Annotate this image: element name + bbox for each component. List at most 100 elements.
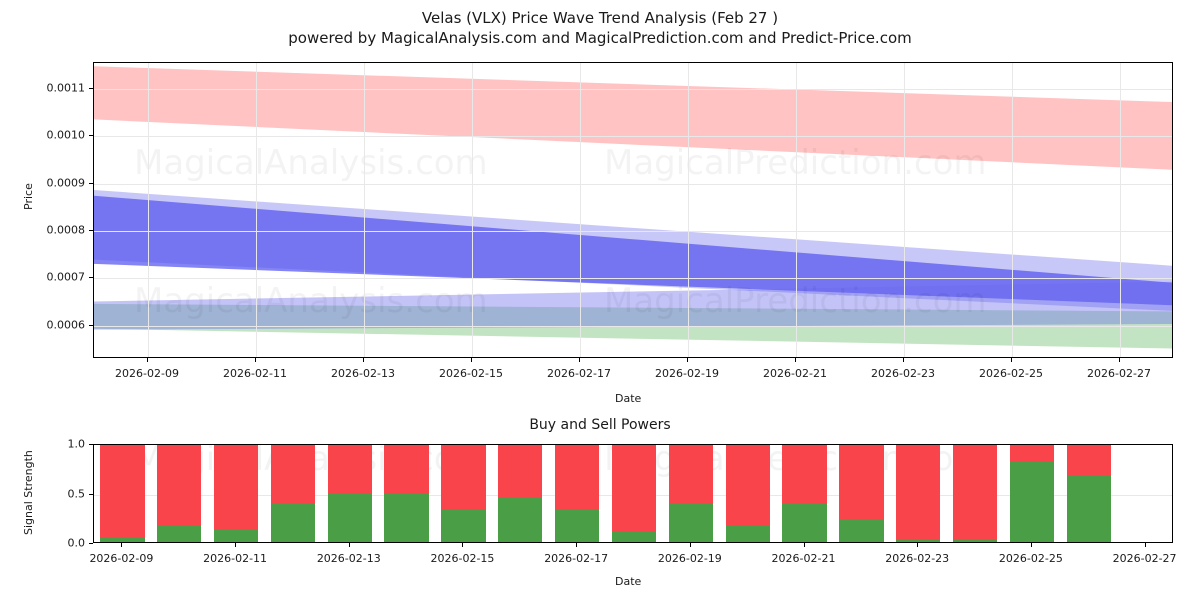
power-y-axis-label: Signal Strength [22, 450, 35, 535]
price-x-tick-label: 2026-02-23 [871, 367, 935, 380]
power-y-tick-label: 0.5 [67, 487, 86, 500]
buy-power-segment [1066, 475, 1111, 542]
price-gridline-v [256, 63, 257, 357]
price-band-resistance-band-red [94, 66, 1172, 170]
price-y-tick-mark [89, 277, 93, 279]
power-bar[interactable] [611, 445, 657, 542]
price-y-tick-label: 0.0011 [46, 81, 86, 95]
power-chart-plot-area: MagicalAnalysis.com MagicalPrediction.co… [93, 444, 1173, 543]
price-x-tick-mark [687, 358, 688, 362]
price-x-tick-label: 2026-02-17 [547, 367, 611, 380]
power-bar[interactable] [270, 445, 316, 542]
price-x-axis-label: Date [615, 392, 642, 405]
buy-power-segment [896, 540, 941, 542]
price-gridline-h [94, 231, 1172, 233]
power-x-tick-mark [576, 543, 578, 547]
price-x-tick-mark [255, 358, 256, 362]
buy-power-segment [782, 503, 827, 542]
power-y-tick-mark [89, 543, 93, 544]
price-x-tick-mark [579, 358, 580, 362]
price-gridline-v [1012, 63, 1013, 357]
power-bar[interactable] [668, 445, 713, 542]
price-x-tick-label: 2026-02-15 [439, 367, 503, 380]
power-bar[interactable] [554, 445, 600, 542]
price-y-tick-label: 0.0006 [46, 318, 86, 332]
buy-power-segment [952, 540, 998, 542]
power-bar[interactable] [384, 445, 429, 542]
price-y-tick-label: 0.0007 [46, 270, 86, 284]
power-x-tick-mark [348, 543, 350, 547]
price-x-tick-label: 2026-02-09 [115, 367, 179, 380]
buy-power-segment [100, 537, 145, 542]
power-bar[interactable] [782, 445, 827, 542]
sell-power-segment [157, 445, 202, 526]
power-x-tick-label: 2026-02-21 [771, 552, 836, 565]
price-gridline-v [796, 63, 797, 357]
sell-power-segment [498, 445, 543, 499]
sell-power-segment [384, 445, 429, 493]
power-x-tick-label: 2026-02-27 [1112, 552, 1177, 565]
buy-power-segment [611, 532, 657, 542]
price-gridline-v [688, 63, 689, 357]
price-gridline-h [94, 183, 1172, 185]
sell-power-segment [611, 445, 657, 533]
page-subtitle: powered by MagicalAnalysis.com and Magic… [288, 29, 912, 47]
power-x-axis-label: Date [615, 575, 642, 588]
price-x-tick-label: 2026-02-25 [979, 367, 1043, 380]
price-y-tick-label: 0.0008 [46, 223, 86, 237]
price-x-tick-label: 2026-02-21 [763, 367, 827, 380]
power-bar[interactable] [157, 445, 202, 542]
buy-power-segment [839, 520, 884, 542]
price-y-tick-label: 0.0010 [46, 128, 86, 142]
power-bar[interactable] [100, 445, 145, 542]
buy-power-segment [1009, 460, 1055, 542]
price-gridline-v [472, 63, 473, 357]
price-x-tick-mark [903, 358, 904, 362]
power-bar[interactable] [498, 445, 543, 542]
power-bar[interactable] [441, 445, 486, 542]
power-bar[interactable] [1009, 445, 1055, 542]
price-y-tick-mark [89, 88, 93, 90]
price-band-lower-wave-blue [94, 281, 1172, 330]
power-x-tick-label: 2026-02-19 [657, 552, 722, 565]
sell-power-segment [952, 445, 998, 541]
sell-power-segment [100, 445, 145, 538]
price-gridline-v [364, 63, 365, 357]
sell-power-segment [441, 445, 486, 511]
price-gridline-v [1120, 63, 1121, 357]
sell-power-segment [327, 445, 372, 493]
price-x-tick-mark [795, 358, 796, 362]
buy-power-segment [441, 510, 486, 542]
buy-power-segment [384, 492, 429, 542]
sell-power-segment [1066, 445, 1111, 476]
power-x-tick-mark [121, 543, 123, 547]
power-bar[interactable] [896, 445, 941, 542]
price-x-tick-mark [1119, 358, 1120, 362]
power-y-tick-label: 1.0 [67, 437, 86, 451]
power-bar[interactable] [725, 445, 770, 542]
power-chart-title: Buy and Sell Powers [529, 417, 671, 433]
power-x-tick-label: 2026-02-09 [89, 552, 154, 565]
price-x-tick-label: 2026-02-11 [223, 367, 287, 380]
power-bar[interactable] [1066, 445, 1111, 542]
sell-power-segment [270, 445, 316, 504]
power-bar[interactable] [213, 445, 259, 542]
power-x-tick-mark [1030, 543, 1032, 547]
buy-power-segment [270, 503, 316, 542]
power-bar[interactable] [952, 445, 998, 542]
power-y-tick-mark [89, 493, 93, 495]
price-x-tick-mark [363, 358, 364, 362]
price-y-tick-mark [89, 230, 93, 232]
power-x-tick-mark [462, 543, 464, 547]
buy-power-segment [327, 492, 372, 542]
price-x-tick-label: 2026-02-13 [331, 367, 395, 380]
power-bar[interactable] [327, 445, 372, 542]
price-x-tick-mark [471, 358, 472, 362]
power-x-tick-mark [689, 543, 691, 547]
power-x-tick-mark [1144, 543, 1146, 547]
power-x-tick-label: 2026-02-25 [998, 552, 1063, 565]
power-bar[interactable] [839, 445, 884, 542]
price-x-tick-mark [1011, 358, 1012, 362]
price-gridline-h [94, 278, 1172, 280]
